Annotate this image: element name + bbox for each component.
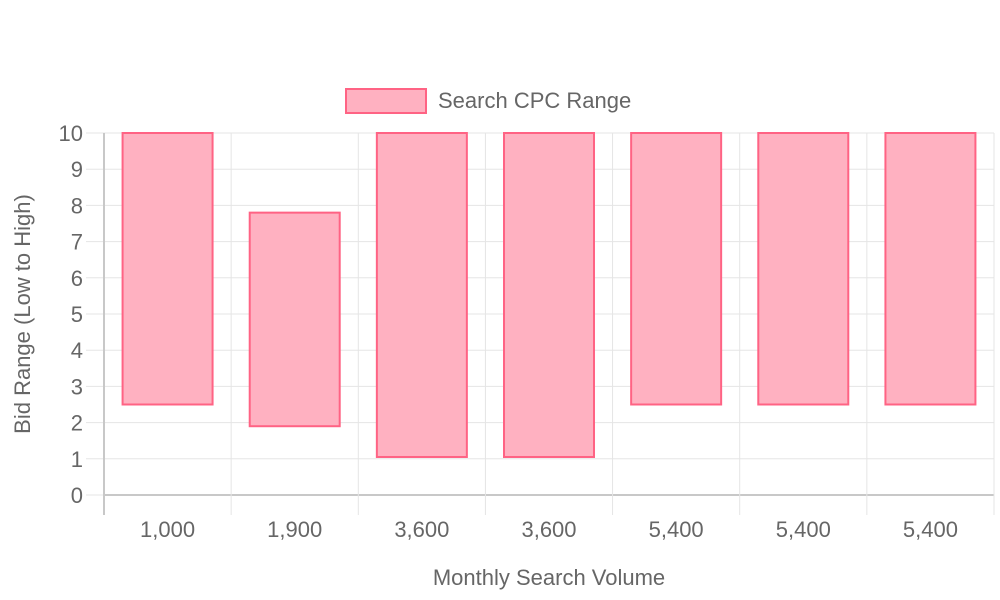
y-tick-label: 7 xyxy=(71,230,83,255)
legend-swatch xyxy=(345,88,427,114)
y-axis-ticks: 0 1 2 3 4 5 6 7 8 9 10 xyxy=(59,121,83,508)
x-tick-label: 5,400 xyxy=(649,517,704,542)
range-bar[interactable] xyxy=(375,132,468,458)
x-tick-label: 5,400 xyxy=(903,517,958,542)
x-tick-label: 5,400 xyxy=(776,517,831,542)
y-tick-label: 10 xyxy=(59,121,83,146)
x-tick-label: 3,600 xyxy=(521,517,576,542)
bars xyxy=(121,132,977,458)
legend-label: Search CPC Range xyxy=(438,88,631,113)
x-tick-label: 1,000 xyxy=(140,517,195,542)
y-tick-label: 4 xyxy=(71,338,83,363)
y-tick-label: 9 xyxy=(71,157,83,182)
y-tick-label: 6 xyxy=(71,266,83,291)
range-bar[interactable] xyxy=(884,132,977,406)
x-axis-ticks: 1,000 1,900 3,600 3,600 5,400 5,400 5,400 xyxy=(140,517,958,542)
chart-legend[interactable]: Search CPC Range xyxy=(345,88,631,114)
y-tick-label: 0 xyxy=(71,483,83,508)
x-tick-label: 3,600 xyxy=(394,517,449,542)
y-tick-label: 2 xyxy=(71,411,83,436)
range-bar[interactable] xyxy=(757,132,850,406)
x-tick-label: 1,900 xyxy=(267,517,322,542)
range-bar[interactable] xyxy=(503,132,595,458)
range-bar[interactable] xyxy=(630,132,723,406)
y-tick-label: 3 xyxy=(71,374,83,399)
y-axis-title: Bid Range (Low to High) xyxy=(10,194,35,434)
range-bar[interactable] xyxy=(248,211,341,428)
y-tick-label: 1 xyxy=(71,447,83,472)
range-bar[interactable] xyxy=(121,132,214,406)
x-axis-title: Monthly Search Volume xyxy=(433,565,665,590)
y-tick-label: 5 xyxy=(71,302,83,327)
y-tick-label: 8 xyxy=(71,193,83,218)
